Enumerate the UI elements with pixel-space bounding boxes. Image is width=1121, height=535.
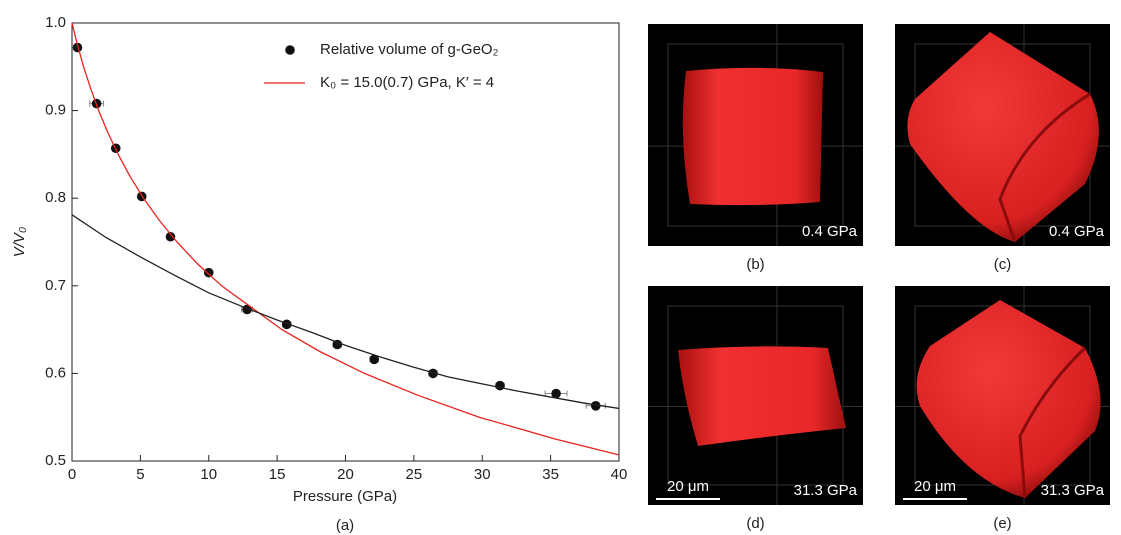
x-tick-label: 5 bbox=[136, 466, 144, 483]
panel-label: (d) bbox=[746, 515, 764, 532]
panel-label: (c) bbox=[994, 256, 1012, 273]
y-tick-label: 0.7 bbox=[45, 277, 66, 294]
x-tick-label: 30 bbox=[474, 466, 491, 483]
x-tick-label: 20 bbox=[337, 466, 354, 483]
panel-label: (e) bbox=[993, 515, 1011, 532]
pressure-label: 31.3 GPa bbox=[1041, 482, 1105, 499]
legend-label: Relative volume of g-GeO₂ bbox=[320, 41, 499, 58]
x-tick-label: 25 bbox=[406, 466, 423, 483]
x-tick-label: 40 bbox=[611, 466, 628, 483]
caption: (a) bbox=[336, 517, 354, 534]
y-tick-label: 0.6 bbox=[45, 364, 66, 381]
panel-label: (b) bbox=[746, 256, 764, 273]
x-tick-label: 10 bbox=[200, 466, 217, 483]
y-tick-label: 0.8 bbox=[45, 189, 66, 206]
x-tick-label: 35 bbox=[542, 466, 559, 483]
y-tick-label: 0.5 bbox=[45, 452, 66, 469]
legend-swatch bbox=[285, 45, 295, 55]
curve bbox=[72, 215, 619, 409]
y-tick-label: 1.0 bbox=[45, 14, 66, 31]
pressure-label: 0.4 GPa bbox=[802, 223, 858, 240]
y-tick-label: 0.9 bbox=[45, 102, 66, 119]
x-tick-label: 15 bbox=[269, 466, 286, 483]
y-axis-label: V/V₀ bbox=[11, 227, 28, 258]
crystal bbox=[683, 68, 823, 205]
crystal-shape bbox=[683, 68, 823, 205]
scale-label: 20 μm bbox=[667, 478, 709, 495]
legend-label: K₀ = 15.0(0.7) GPa, K′ = 4 bbox=[320, 74, 494, 91]
data-point bbox=[204, 268, 214, 278]
data-point bbox=[495, 381, 505, 391]
figure: Pressure (GPa) (a) V/V₀ 0.4 GPa (b) 0.4 GP… bbox=[0, 0, 1121, 535]
pressure-label: 31.3 GPa bbox=[794, 482, 858, 499]
scale-label: 20 μm bbox=[914, 478, 956, 495]
x-axis-label: Pressure (GPa) bbox=[293, 488, 397, 505]
x-tick-label: 0 bbox=[68, 466, 76, 483]
pressure-label: 0.4 GPa bbox=[1049, 223, 1105, 240]
